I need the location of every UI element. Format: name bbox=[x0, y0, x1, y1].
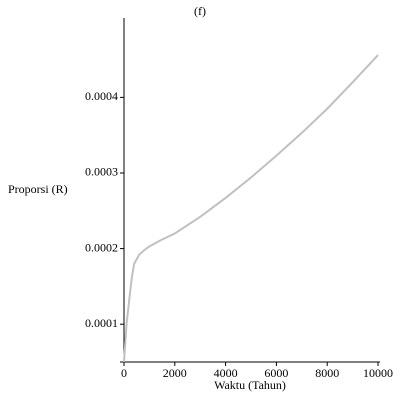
x-tick-label: 10000 bbox=[363, 366, 393, 380]
y-tick-label: 0.0003 bbox=[85, 165, 118, 179]
y-axis-label: Proporsi (R) bbox=[8, 182, 68, 196]
chart-title: (f) bbox=[194, 4, 206, 18]
y-tick-label: 0.0001 bbox=[85, 316, 118, 330]
y-tick-label: 0.0002 bbox=[85, 240, 118, 254]
x-tick-label: 8000 bbox=[315, 366, 339, 380]
x-tick-label: 2000 bbox=[163, 366, 187, 380]
x-tick-label: 0 bbox=[121, 366, 127, 380]
y-tick-label: 0.0004 bbox=[85, 89, 118, 103]
data-line bbox=[123, 54, 379, 363]
x-tick-label: 6000 bbox=[264, 366, 288, 380]
x-tick-label: 4000 bbox=[214, 366, 238, 380]
x-axis-label: Waktu (Tahun) bbox=[214, 378, 286, 392]
